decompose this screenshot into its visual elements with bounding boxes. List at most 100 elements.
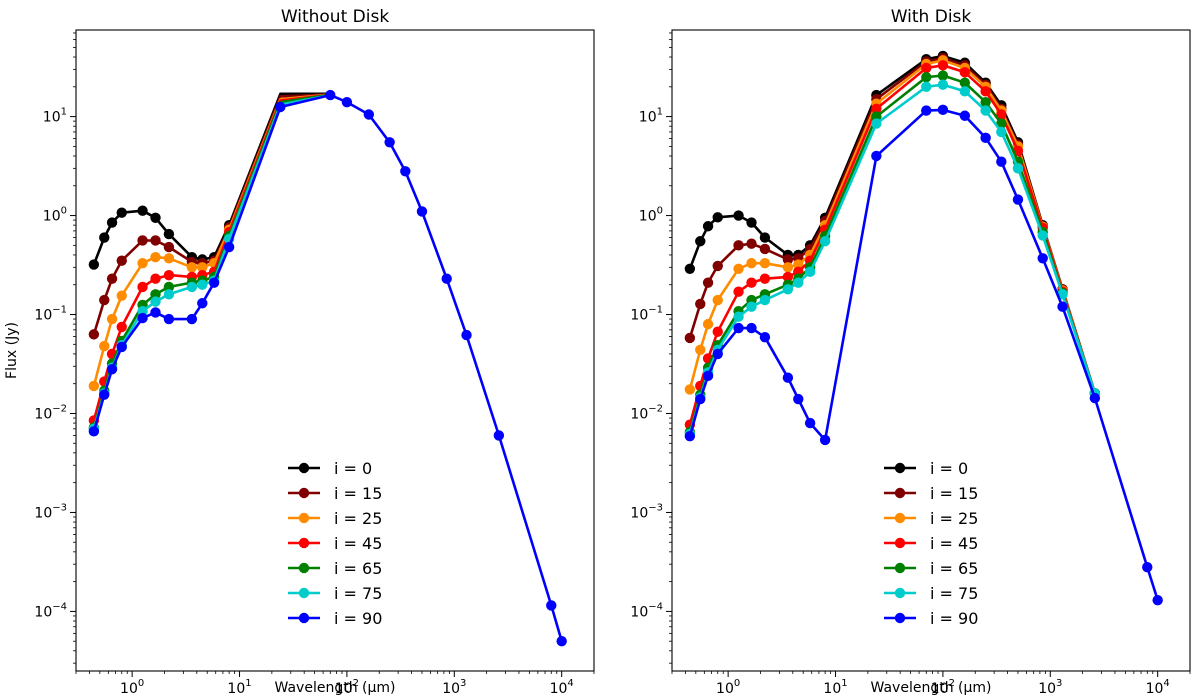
data-point (871, 103, 882, 114)
data-point (819, 236, 831, 247)
data-point (150, 235, 161, 246)
data-point (712, 212, 723, 223)
data-point (695, 344, 706, 356)
chart-panel-1: Without Disk Wavelength (μm) Flux (Jy) 100 1… (4, 7, 595, 697)
data-point (733, 210, 744, 221)
series-group (684, 50, 1163, 606)
data-point (150, 251, 161, 263)
series-line (688, 74, 1097, 433)
legend-label: i = 65 (930, 559, 978, 578)
data-point (684, 430, 696, 442)
data-point (746, 217, 757, 228)
data-point (702, 370, 714, 382)
data-point (325, 89, 336, 101)
legend-label: i = 75 (334, 584, 382, 603)
data-point (106, 273, 118, 284)
data-point (493, 430, 505, 441)
data-point (980, 86, 991, 97)
legend-item: i = 0 (288, 459, 372, 478)
data-point (186, 262, 198, 273)
data-point (996, 109, 1007, 120)
data-point (746, 322, 757, 334)
data-point (186, 281, 198, 293)
data-point (99, 389, 110, 400)
data-point (695, 393, 706, 405)
plot-frame (671, 29, 1191, 672)
data-point (793, 259, 804, 270)
data-point (712, 260, 723, 272)
data-point (782, 284, 794, 295)
data-point (782, 254, 794, 265)
y-axis-label: Flux (Jy) (4, 322, 20, 379)
data-point (695, 236, 706, 247)
data-point (197, 262, 208, 273)
legend-swatch-marker (894, 562, 906, 574)
x-tick-label: 100 (120, 678, 144, 697)
legend-item: i = 45 (884, 534, 978, 553)
data-point (137, 258, 148, 269)
plot-frame (75, 29, 595, 672)
data-point (99, 232, 110, 243)
data-point (959, 86, 971, 97)
series-i-45 (684, 60, 1101, 430)
legend-item: i = 0 (884, 459, 968, 478)
data-point (712, 294, 723, 306)
legend-swatch-marker (894, 487, 906, 499)
data-point (1089, 392, 1101, 404)
series-i-90 (684, 104, 1163, 606)
legend-label: i = 15 (334, 484, 382, 503)
legend: i = 0 i = 15 i = 25 i = 45 i = 65 i = 75 i = 9… (884, 459, 978, 628)
x-tick-label: 102 (931, 678, 955, 697)
data-point (116, 255, 127, 266)
y-tick-label: 10−1 (34, 305, 67, 324)
data-point (759, 332, 771, 343)
legend-item: i = 65 (288, 559, 382, 578)
data-point (996, 118, 1007, 129)
data-point (733, 322, 744, 334)
data-point (88, 426, 100, 437)
data-point (116, 341, 127, 353)
data-point (921, 72, 932, 83)
series-i-15 (88, 93, 331, 340)
data-point (546, 600, 557, 611)
data-point (163, 289, 175, 300)
data-point (106, 217, 118, 228)
data-point (99, 340, 110, 352)
data-point (702, 221, 714, 232)
data-point (695, 298, 706, 310)
data-point (759, 232, 771, 243)
legend-swatch-marker (298, 512, 310, 524)
data-point (163, 269, 175, 281)
data-point (341, 96, 353, 108)
legend-item: i = 45 (288, 534, 382, 553)
data-point (871, 118, 882, 129)
x-tick-label: 103 (442, 678, 466, 697)
series-i-90 (88, 89, 567, 647)
data-point (186, 313, 198, 325)
data-point (921, 62, 932, 74)
series-line (92, 93, 331, 387)
data-point (99, 294, 110, 306)
legend-label: i = 45 (930, 534, 978, 553)
data-point (684, 332, 696, 344)
data-point (163, 228, 175, 240)
y-tick-label: 10−4 (34, 601, 67, 620)
legend-label: i = 75 (930, 584, 978, 603)
y-tick-label: 100 (43, 206, 67, 225)
x-axis-label: Wavelength (μm) (871, 680, 992, 696)
data-point (759, 294, 771, 306)
legend-label: i = 45 (334, 534, 382, 553)
series-i-0 (88, 92, 331, 270)
data-point (137, 312, 148, 324)
data-point (782, 372, 794, 383)
data-point (441, 273, 452, 284)
data-point (712, 348, 723, 360)
legend-swatch-marker (894, 462, 906, 474)
data-point (804, 417, 816, 429)
y-tick-label: 101 (639, 107, 663, 126)
x-tick-label: 104 (1146, 678, 1170, 697)
x-tick-label: 101 (823, 678, 847, 697)
data-point (163, 281, 175, 293)
series-line (688, 108, 1159, 601)
